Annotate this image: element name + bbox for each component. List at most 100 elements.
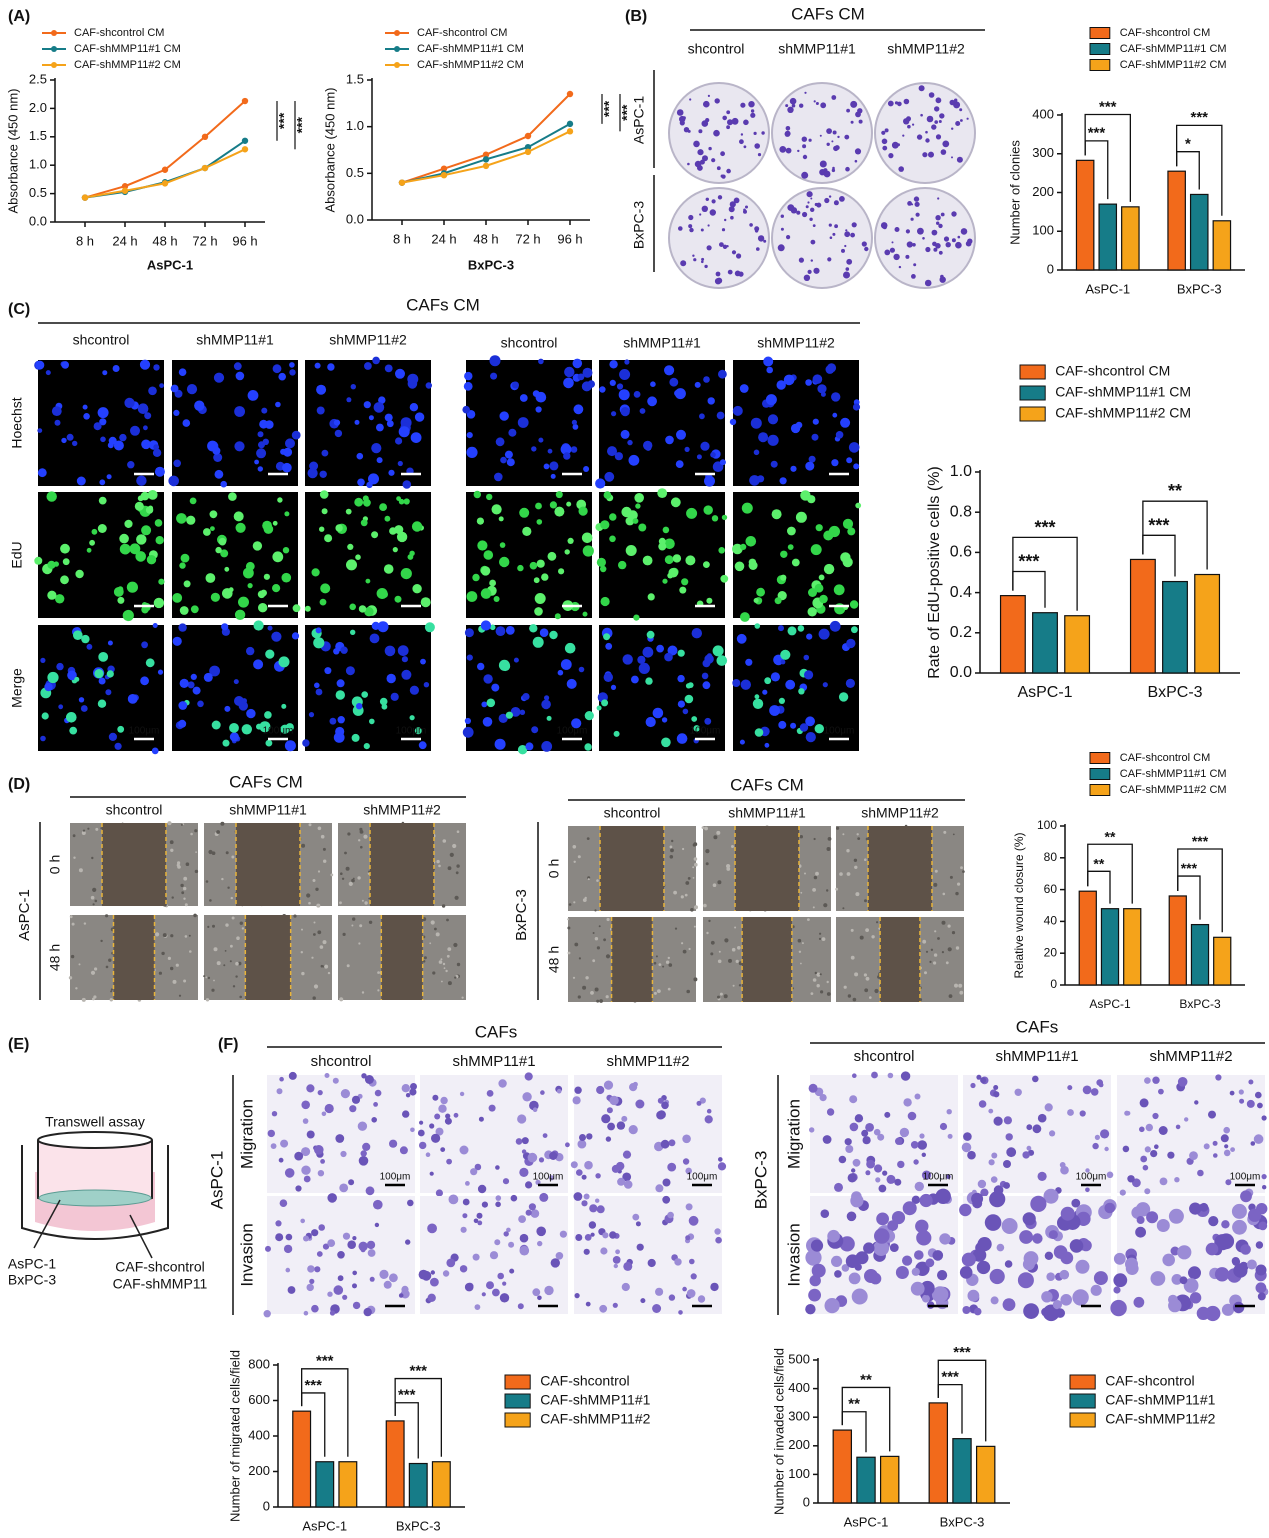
- cell: [155, 932, 160, 937]
- cell: [80, 705, 88, 712]
- cell: [787, 626, 797, 636]
- colony: [841, 248, 845, 253]
- cell: [809, 1274, 821, 1287]
- colony: [745, 205, 748, 209]
- cell: [717, 1162, 727, 1171]
- cell: [732, 543, 743, 555]
- cell: [364, 607, 374, 617]
- colony: [907, 124, 911, 129]
- cell: [459, 1091, 465, 1097]
- cell: [735, 959, 739, 964]
- cell: [98, 496, 107, 505]
- colony: [937, 197, 940, 200]
- y-tick-label: 100: [1037, 818, 1057, 832]
- cell: [456, 864, 460, 868]
- cell: [628, 1125, 638, 1135]
- cell: [403, 498, 410, 505]
- bar: [1078, 890, 1097, 986]
- row-label: EdU: [9, 541, 25, 568]
- cell: [710, 452, 716, 458]
- cell: [351, 1095, 361, 1104]
- cell: [234, 441, 245, 452]
- cell: [1079, 1110, 1086, 1117]
- row-label: 0 h: [47, 855, 63, 874]
- colony: [704, 264, 708, 269]
- cell: [846, 457, 853, 464]
- colony: [705, 197, 709, 201]
- cell: [854, 972, 859, 977]
- cell: [47, 590, 57, 600]
- cell: [110, 990, 113, 993]
- legend-label: CAF-shcontrol CM: [1055, 363, 1170, 379]
- dish: [874, 82, 976, 184]
- significance: ***: [294, 116, 310, 133]
- cell: [897, 1160, 905, 1169]
- cell: [395, 437, 403, 445]
- cell: [177, 861, 181, 865]
- cell: [1092, 1142, 1099, 1150]
- cell: [1032, 1233, 1043, 1244]
- cell: [667, 1211, 674, 1219]
- image: [733, 492, 859, 618]
- cell: [396, 496, 401, 501]
- cell: [819, 594, 828, 604]
- cell: [337, 716, 345, 724]
- colony: [729, 201, 736, 208]
- cell: [921, 1152, 926, 1158]
- cell: [833, 584, 845, 596]
- cell: [72, 834, 76, 838]
- cell: [409, 685, 419, 695]
- cell: [1098, 1082, 1104, 1088]
- cell: [696, 454, 702, 460]
- cell: [567, 926, 571, 930]
- cell: [285, 1267, 291, 1273]
- cell: [319, 490, 329, 499]
- cell: [764, 677, 772, 685]
- y-tick-label: 1.5: [29, 128, 47, 143]
- cell: [172, 636, 182, 646]
- cell: [756, 587, 765, 597]
- diagram-title: Transwell assay: [45, 1114, 145, 1130]
- point: [161, 180, 169, 187]
- cell: [606, 1107, 613, 1114]
- cell: [595, 478, 606, 489]
- cell: [607, 1122, 615, 1131]
- cell: [584, 1160, 593, 1170]
- column-label: shMMP11#1: [452, 1053, 535, 1070]
- x-axis-label: BxPC-3: [468, 257, 514, 272]
- cell: [172, 979, 177, 984]
- cell: [379, 1269, 389, 1279]
- cell: [615, 1249, 620, 1255]
- y-tick-label: 600: [248, 1392, 270, 1407]
- cell: [757, 475, 765, 483]
- cell: [265, 420, 274, 429]
- cell: [640, 1298, 646, 1304]
- cell: [192, 686, 201, 695]
- colony: [858, 119, 863, 124]
- cell: [991, 1152, 998, 1159]
- cell: [700, 441, 710, 451]
- cell: [1167, 1151, 1175, 1159]
- cell: [564, 549, 570, 555]
- cell: [99, 479, 106, 486]
- cell: [572, 424, 579, 430]
- cell: [625, 545, 637, 556]
- cell: [288, 1071, 297, 1080]
- cell: [686, 507, 698, 519]
- cell: [205, 573, 216, 583]
- significance-bracket: [1012, 536, 1078, 611]
- cell: [300, 1218, 306, 1224]
- cell: [203, 528, 211, 536]
- colony: [697, 149, 704, 156]
- cell: [596, 999, 600, 1003]
- cell: [172, 593, 183, 603]
- cell: [676, 429, 686, 440]
- cell: [536, 519, 543, 525]
- cell: [541, 573, 549, 581]
- colony: [925, 138, 930, 143]
- cell: [283, 1244, 293, 1254]
- cell: [522, 526, 532, 537]
- cell: [44, 682, 53, 692]
- cell: [1223, 1126, 1230, 1134]
- cell: [816, 984, 820, 988]
